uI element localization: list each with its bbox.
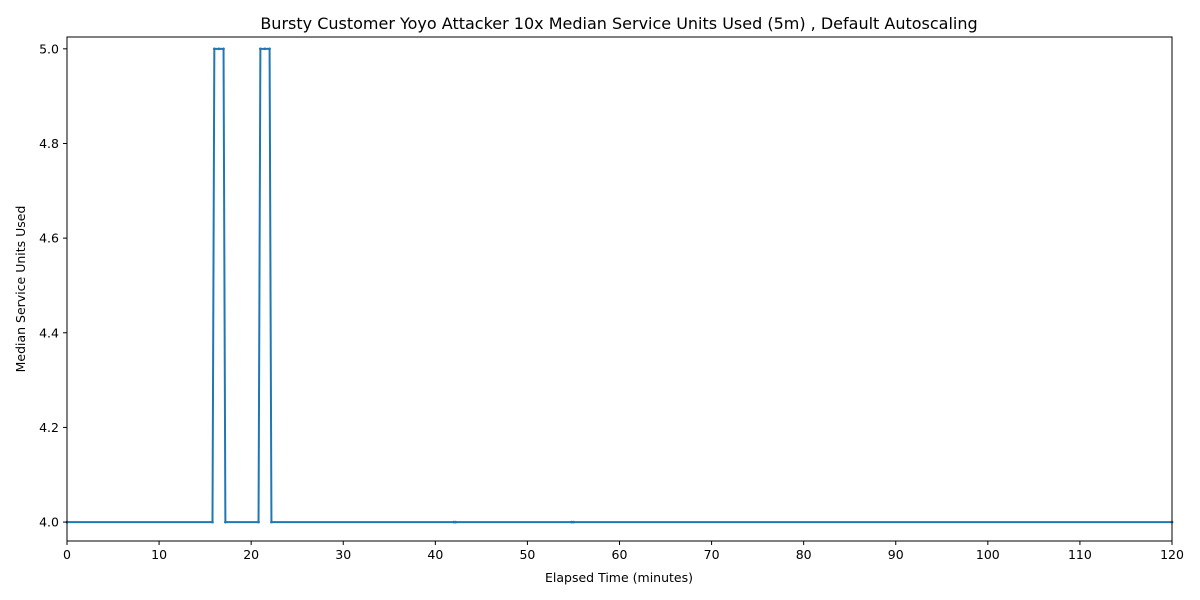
data-point (572, 520, 575, 524)
x-tick-label: 90 (888, 547, 904, 562)
plot-area (65, 47, 1174, 524)
data-point (452, 520, 456, 524)
x-axis: 0 10 20 30 40 50 60 70 80 90 100 110 120 (63, 541, 1184, 562)
x-tick-label: 70 (704, 547, 720, 562)
data-point (213, 47, 216, 51)
x-tick-label: 20 (243, 547, 259, 562)
data-point (263, 47, 267, 51)
x-tick-label: 30 (335, 547, 351, 562)
y-axis-label: Median Service Units Used (13, 206, 28, 373)
y-tick-label: 4.2 (39, 420, 59, 435)
data-point (454, 520, 457, 524)
x-tick-label: 120 (1160, 547, 1184, 562)
plot-frame (66, 36, 1173, 542)
x-tick-label: 50 (519, 547, 535, 562)
x-tick-label: 10 (151, 547, 167, 562)
x-tick-label: 0 (63, 547, 71, 562)
x-tick-label: 80 (796, 547, 812, 562)
y-axis: 4.0 4.2 4.4 4.6 4.8 5.0 (39, 41, 67, 530)
data-point (217, 47, 221, 51)
data-point (211, 520, 214, 524)
data-point (570, 520, 573, 524)
data-point (268, 47, 271, 51)
y-tick-label: 4.8 (39, 136, 59, 151)
x-axis-label: Elapsed Time (minutes) (545, 570, 693, 585)
y-tick-label: 4.0 (39, 515, 59, 530)
y-tick-label: 5.0 (39, 41, 59, 56)
y-tick-label: 4.6 (39, 231, 59, 246)
chart-title: Bursty Customer Yoyo Attacker 10x Median… (260, 14, 977, 33)
data-point (257, 520, 260, 524)
data-point (224, 520, 227, 524)
data-point (259, 47, 262, 51)
x-tick-label: 110 (1068, 547, 1092, 562)
y-tick-label: 4.4 (39, 325, 59, 340)
x-tick-label: 100 (976, 547, 1000, 562)
x-tick-label: 40 (427, 547, 443, 562)
x-tick-label: 60 (612, 547, 628, 562)
series-line (67, 47, 1172, 524)
data-point (222, 47, 225, 51)
data-point (270, 520, 273, 524)
